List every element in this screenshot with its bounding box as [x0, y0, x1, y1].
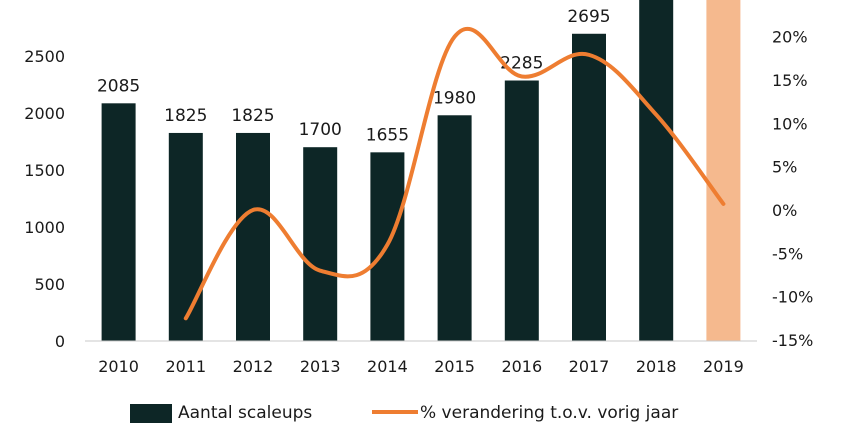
right-y-tick-label: -5%	[772, 244, 803, 263]
left-y-axis: 0 500 1000 1500 2000 2500	[24, 47, 65, 351]
bar-data-label: 1700	[299, 120, 342, 140]
legend-bar-label: Aantal scaleups	[178, 403, 312, 423]
bar-data-label: 1980	[433, 88, 476, 108]
x-tick-label: 2018	[636, 357, 677, 376]
bar-2012	[236, 132, 270, 341]
right-y-tick-label: -15%	[772, 331, 813, 350]
legend-line-label: % verandering t.o.v. vorig jaar	[420, 403, 678, 423]
left-y-tick-label: 2500	[24, 47, 65, 66]
legend-bar-swatch	[130, 404, 172, 423]
bar-2015	[437, 115, 472, 341]
x-tick-label: 2016	[501, 357, 542, 376]
bar-data-label: 1655	[366, 125, 409, 145]
bar-2017	[572, 33, 606, 342]
bar-series	[101, 0, 741, 342]
left-y-tick-label: 0	[55, 332, 65, 351]
bar-2019	[706, 0, 741, 341]
x-tick-label: 2015	[434, 357, 475, 376]
right-y-tick-label: 5%	[772, 158, 797, 177]
right-y-tick-label: -10%	[772, 288, 813, 307]
line-percent-change	[183, 26, 726, 321]
left-y-tick-label: 1000	[24, 218, 65, 237]
bar-2011	[168, 132, 203, 341]
right-y-tick-label: 20%	[772, 28, 808, 47]
right-y-tick-label: 0%	[772, 201, 797, 220]
left-y-tick-label: 2000	[24, 104, 65, 123]
left-y-tick-label: 500	[34, 275, 65, 294]
bar-data-label: 1825	[231, 106, 274, 126]
left-y-tick-label: 1500	[24, 161, 65, 180]
x-tick-label: 2011	[165, 357, 206, 376]
bar-data-label: 1825	[164, 106, 207, 126]
x-tick-label: 2010	[98, 357, 139, 376]
right-y-tick-label: 15%	[772, 71, 808, 90]
right-y-tick-label: 10%	[772, 114, 808, 133]
bar-2013	[303, 147, 338, 341]
bar-data-label: 2085	[97, 76, 140, 96]
x-tick-label: 2012	[233, 357, 274, 376]
bar-2018	[639, 0, 674, 341]
bar-data-labels: 2085 1825 1825 1700 1655 1980 2285 2695	[97, 7, 611, 146]
right-y-axis: -15% -10% -5% 0% 5% 10% 15% 20%	[772, 28, 813, 350]
x-tick-label: 2019	[703, 357, 744, 376]
bar-data-label: 2285	[500, 54, 543, 74]
bar-2010	[101, 103, 136, 341]
x-tick-label: 2017	[569, 357, 610, 376]
bar-2016	[504, 80, 539, 341]
line-series	[183, 26, 726, 321]
x-axis: 2010 2011 2012 2013 2014 2015 2016 2017 2018 2019	[98, 357, 744, 376]
x-tick-label: 2013	[300, 357, 341, 376]
x-tick-label: 2014	[367, 357, 408, 376]
bar-data-label: 2695	[567, 7, 610, 27]
legend: Aantal scaleups % verandering t.o.v. vor…	[130, 403, 678, 423]
